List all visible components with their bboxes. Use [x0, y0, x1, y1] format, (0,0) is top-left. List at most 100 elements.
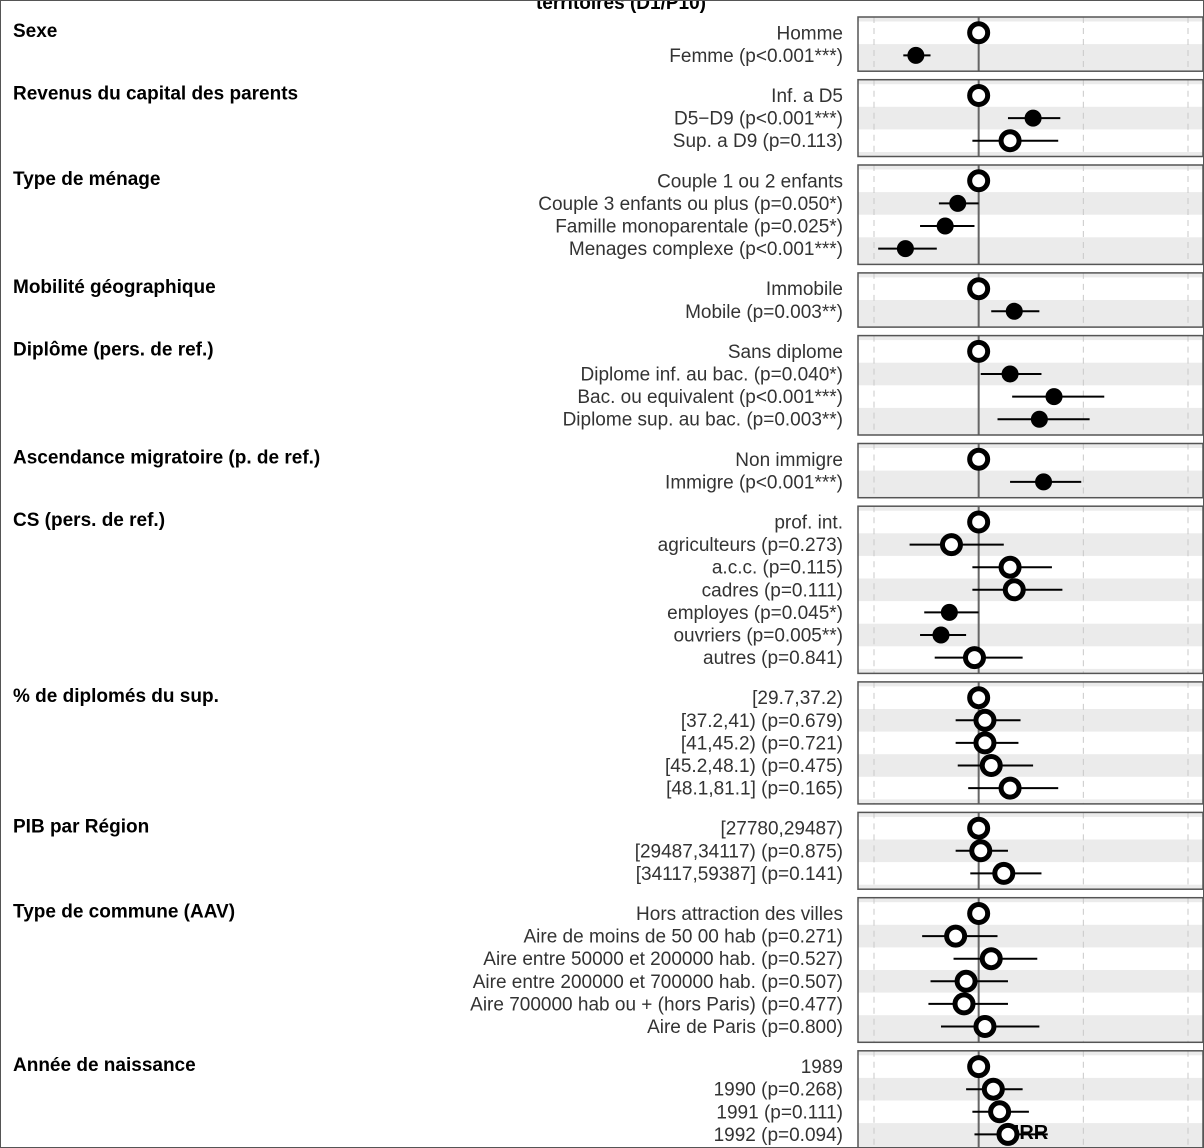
- panel-stripe: [858, 277, 1203, 300]
- panel-frame: [857, 16, 1203, 72]
- level-label: Aire 700000 hab ou + (hors Paris) (p=0.4…: [470, 994, 843, 1015]
- panel-3: [857, 272, 1203, 328]
- level-label: Aire de Paris (p=0.800): [647, 1017, 843, 1038]
- panel-frame: [857, 164, 1203, 266]
- point-estimate: [967, 816, 991, 840]
- panel-frame: [857, 811, 1203, 890]
- panel-frame: [857, 1050, 1203, 1147]
- point-estimate: [998, 555, 1022, 579]
- level-label: Mobile (p=0.003**): [685, 302, 843, 323]
- panel-stripe: [858, 214, 1203, 238]
- level-label: employes (p=0.045*): [667, 603, 843, 624]
- level-label: [41,45.2) (p=0.721): [681, 733, 843, 754]
- group-name: Revenus du capital des parents: [13, 84, 298, 105]
- point-estimate: [967, 510, 991, 534]
- level-label: Aire entre 50000 et 200000 hab. (p=0.527…: [483, 949, 843, 970]
- panel-stripe: [858, 169, 1203, 193]
- point-estimate: [967, 1055, 991, 1079]
- point-estimate: [939, 533, 963, 557]
- level-label: [29487,34117) (p=0.875): [635, 841, 843, 862]
- panel-stripe: [858, 84, 1203, 107]
- point-estimate: [967, 447, 991, 471]
- point-estimate: [1024, 109, 1042, 127]
- level-label: prof. int.: [774, 513, 843, 534]
- point-estimate: [967, 21, 991, 45]
- point-estimate: [952, 992, 976, 1016]
- level-label: autres (p=0.841): [703, 648, 843, 669]
- panel-stripe: [858, 510, 1203, 534]
- level-label: Famille monoparentale (p=0.025*): [555, 217, 843, 238]
- level-label: Hors attraction des villes: [636, 904, 843, 925]
- group-name: % de diplomés du sup.: [13, 686, 219, 707]
- x-axis: IRR 0.51.01.52.0: [1014, 1122, 1049, 1144]
- level-label: Diplome inf. au bac. (p=0.040*): [581, 365, 843, 386]
- panel-2: [857, 164, 1203, 266]
- panel-0: [857, 16, 1203, 72]
- panel-6: [857, 505, 1203, 675]
- level-label: D5−D9 (p<0.001***): [674, 109, 843, 130]
- panel-stripe: [858, 816, 1203, 840]
- level-label: Femme (p<0.001***): [669, 46, 843, 67]
- panel-1: [857, 78, 1203, 158]
- point-estimate: [979, 947, 1003, 971]
- panel-frame: [857, 78, 1203, 158]
- point-estimate: [1030, 410, 1048, 428]
- level-label: Aire de moins de 50 00 hab (p=0.271): [523, 927, 843, 948]
- point-estimate: [967, 686, 991, 710]
- level-label: Menages complexe (p<0.001***): [569, 239, 843, 260]
- level-label: Immigre (p<0.001***): [665, 472, 843, 493]
- panel-8: [857, 811, 1203, 890]
- point-estimate: [998, 129, 1022, 153]
- panel-stripe: [858, 1055, 1203, 1078]
- level-label: 1990 (p=0.268): [714, 1080, 843, 1101]
- level-label: Couple 3 enfants ou plus (p=0.050*): [538, 194, 843, 215]
- panel-stripe: [858, 601, 1203, 624]
- point-estimate: [996, 1122, 1020, 1146]
- point-estimate: [896, 240, 914, 258]
- level-label: Aire entre 200000 et 700000 hab. (p=0.50…: [473, 972, 843, 993]
- level-label: [48.1,81.1] (p=0.165): [666, 779, 843, 800]
- panel-4: [857, 334, 1203, 436]
- group-name: Sexe: [13, 21, 57, 42]
- point-estimate: [967, 169, 991, 193]
- chart-title: territoires (D1/P10): [536, 1, 706, 14]
- panel-stripe: [858, 992, 1203, 1016]
- point-estimate: [992, 861, 1016, 885]
- point-estimate: [932, 626, 950, 644]
- point-estimate: [1035, 473, 1053, 491]
- point-estimate: [981, 1077, 1005, 1101]
- group-name: Année de naissance: [13, 1055, 196, 1076]
- point-estimate: [1002, 578, 1026, 602]
- group-name: Diplôme (pers. de ref.): [13, 340, 214, 361]
- point-estimate: [967, 84, 991, 107]
- level-label: cadres (p=0.111): [702, 580, 843, 601]
- level-label: agriculteurs (p=0.273): [658, 535, 843, 556]
- panel-9: [857, 896, 1203, 1044]
- level-label: [45.2,48.1) (p=0.475): [665, 756, 843, 777]
- group-name: Ascendance migratoire (p. de ref.): [13, 448, 320, 469]
- point-estimate: [936, 217, 954, 235]
- panel-stripe: [858, 731, 1203, 755]
- point-estimate: [973, 731, 997, 755]
- panel-7: [857, 681, 1203, 805]
- level-label: 1992 (p=0.094): [714, 1125, 843, 1146]
- level-label: [34117,59387] (p=0.141): [636, 864, 843, 885]
- panel-frame: [857, 272, 1203, 328]
- point-estimate: [973, 708, 997, 732]
- point-estimate: [988, 1100, 1012, 1124]
- point-estimate: [1045, 388, 1063, 406]
- level-label: ouvriers (p=0.005**): [673, 626, 843, 647]
- point-estimate: [967, 339, 991, 363]
- point-estimate: [962, 646, 986, 670]
- level-label: Diplome sup. au bac. (p=0.003**): [563, 410, 843, 431]
- panel-stripe: [858, 902, 1203, 925]
- level-label: Homme: [776, 23, 843, 44]
- point-estimate: [998, 776, 1022, 800]
- level-label: a.c.c. (p=0.115): [712, 558, 843, 579]
- panel-stripe: [858, 21, 1203, 45]
- x-axis-title: IRR: [1014, 1122, 1049, 1144]
- level-label: Inf. a D5: [771, 86, 843, 107]
- point-estimate: [949, 194, 967, 212]
